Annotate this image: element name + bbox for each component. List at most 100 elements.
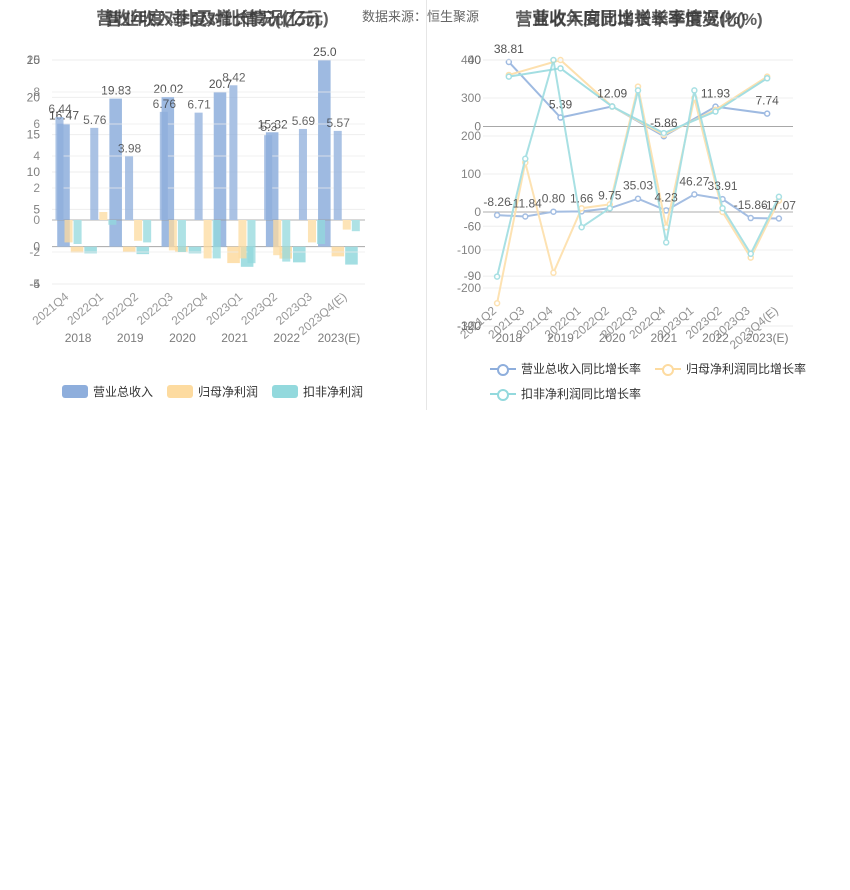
x-tick-label: 2020 [169, 331, 196, 345]
line-data-label: 9.75 [598, 188, 622, 202]
left-legend: 营业总收入 归母净利润 扣非净利润 [62, 383, 363, 400]
bar-扣非净利润-2021Q4 [73, 220, 82, 244]
series-point-2023Q3 [747, 214, 754, 222]
bar-data-label: 6.71 [187, 98, 211, 112]
y-tick-label: 200 [461, 129, 481, 143]
right-chart-panel: 营收年度同比增长率情况(%) 营业收入同比增长率季度变化(%) -120 -90-… [428, 0, 850, 410]
line-data-label: -11.84 [509, 196, 542, 210]
bar-营业总收入-2022Q3 [159, 111, 168, 220]
legend-item[interactable]: 营业总收入 [62, 383, 153, 400]
series-point-2018 [505, 58, 513, 66]
y-tick-label: 20 [27, 90, 41, 104]
series-point-2022Q3 [634, 87, 642, 94]
x-tick-label: 2023(E) [318, 331, 361, 345]
series-point-2022Q1 [578, 204, 585, 212]
line-data-label: 38.81 [494, 42, 524, 56]
legend-line-swatch [490, 362, 516, 376]
series-point-2023Q4(E) [775, 215, 783, 222]
series-point-2022Q2 [606, 204, 614, 212]
bar-data-label: 5.57 [327, 116, 351, 130]
y-tick-label: -120 [457, 319, 481, 333]
bar-归母净利润-2023Q4(E) [342, 220, 351, 230]
left-bar-chart: -5051015202516.47201819.83201920.0220202… [27, 45, 365, 345]
series-line-扣非净利润同比增长率 [508, 67, 768, 135]
bar-营业总收入-2023Q4(E) [333, 130, 342, 220]
right-chart-title-annual: 营收年度同比增长率情况(%) [532, 9, 746, 28]
bar-归母净利润-2018 [70, 246, 84, 253]
y-tick-label: 15 [27, 128, 41, 142]
x-tick-label: 2020 [599, 331, 626, 345]
bar-营业总收入-2022Q1 [90, 127, 99, 220]
legend-swatch [167, 385, 194, 398]
y-tick-label: -100 [457, 243, 481, 257]
legend-label: 归母净利润同比增长率 [686, 362, 807, 376]
bar-data-label: 3.98 [118, 141, 142, 155]
x-tick-label: 2021 [221, 331, 248, 345]
bar-归母净利润-2023Q3 [307, 220, 317, 243]
series-point-2020 [608, 103, 616, 110]
bar-扣非净利润-2018 [84, 246, 97, 254]
y-tick-label: -90 [464, 269, 482, 283]
legend-item[interactable]: 营业总收入同比增长率 [490, 360, 641, 377]
line-data-label: 12.09 [597, 86, 627, 100]
legend-label: 扣非净利润 [303, 385, 364, 399]
series-point-2021Q2 [493, 299, 501, 307]
y-tick-label: 0 [474, 120, 481, 134]
series-point-2021Q2 [493, 273, 501, 280]
bar-归母净利润-2022Q1 [99, 212, 108, 220]
line-data-label: -17.07 [762, 198, 796, 212]
bar-扣非净利润-2022Q2 [143, 220, 152, 243]
series-point-2023Q2 [719, 204, 726, 212]
legend-label: 扣非净利润同比增长率 [521, 387, 642, 401]
bar-data-label: 5.69 [292, 114, 316, 128]
series-point-2022Q1 [578, 223, 585, 231]
series-point-2021Q2 [493, 211, 501, 219]
series-point-2023(E) [763, 110, 771, 117]
y-tick-label: -200 [457, 281, 481, 295]
y-tick-label: 25 [27, 53, 41, 67]
series-point-2023(E) [763, 75, 771, 82]
bar-扣非净利润-2022 [293, 246, 306, 263]
legend-line-swatch [490, 387, 516, 401]
series-point-2021 [660, 129, 668, 137]
line-data-label: 33.91 [708, 179, 738, 193]
legend-item[interactable]: 归母净利润同比增长率 [655, 360, 806, 377]
series-point-2023Q1 [691, 87, 698, 94]
x-tick-label: 2022 [702, 331, 729, 345]
y-tick-label: 40 [468, 53, 482, 67]
y-tick-label: 0 [474, 205, 481, 219]
legend-item[interactable]: 扣非净利润同比增长率 [490, 385, 641, 402]
bar-扣非净利润-2023Q2 [282, 220, 291, 262]
bar-归母净利润-2019 [122, 246, 136, 252]
bar-营业总收入-2022Q4 [194, 112, 203, 220]
bar-data-label: 20.02 [153, 82, 183, 96]
x-tick-label: 2023Q1 [203, 289, 245, 327]
line-data-label: 1.66 [570, 191, 594, 205]
series-point-2022Q4 [662, 239, 670, 246]
y-tick-label: 300 [461, 91, 481, 105]
bar-归母净利润-2023Q1 [238, 220, 247, 259]
left-chart-panel: 营收年度对比及增长情况(亿元) 营业收入季度对比情况(亿元) -5 0 5 10 15 2… [0, 0, 425, 410]
y-tick-label: 5 [33, 202, 40, 216]
right-chart-title-quarterly: 营业收入同比增长率季度变化(%) [515, 10, 763, 29]
bar-扣非净利润-2022Q1 [108, 220, 117, 225]
bar-data-label: 6.44 [48, 102, 72, 116]
bar-营业总收入-2023Q3 [298, 128, 307, 220]
bar-layer-quarterly: -4-202468106.442021Q45.762022Q13.982022Q… [27, 53, 365, 338]
legend-item[interactable]: 归母净利润 [167, 383, 258, 400]
series-point-2021Q4 [550, 269, 557, 277]
x-tick-label: 2019 [117, 331, 144, 345]
bar-data-label: 5.76 [83, 113, 107, 127]
bar-扣非净利润-2020 [188, 246, 202, 254]
x-tick-label: 2022 [273, 331, 300, 345]
y-tick-label: 2 [33, 181, 40, 195]
bar-扣非净利润-2022Q4 [212, 220, 221, 259]
bar-扣非净利润-2019 [136, 246, 150, 255]
line-data-label: -8.26 [483, 195, 511, 209]
legend-item[interactable]: 扣非净利润 [272, 383, 363, 400]
series-point-2022Q3 [634, 195, 642, 202]
line-data-label: 4.23 [655, 190, 679, 204]
bar-营业总收入-2023Q2 [264, 135, 273, 220]
bar-归母净利润-2021 [227, 246, 240, 264]
x-tick-label: 2023(E) [746, 331, 789, 345]
